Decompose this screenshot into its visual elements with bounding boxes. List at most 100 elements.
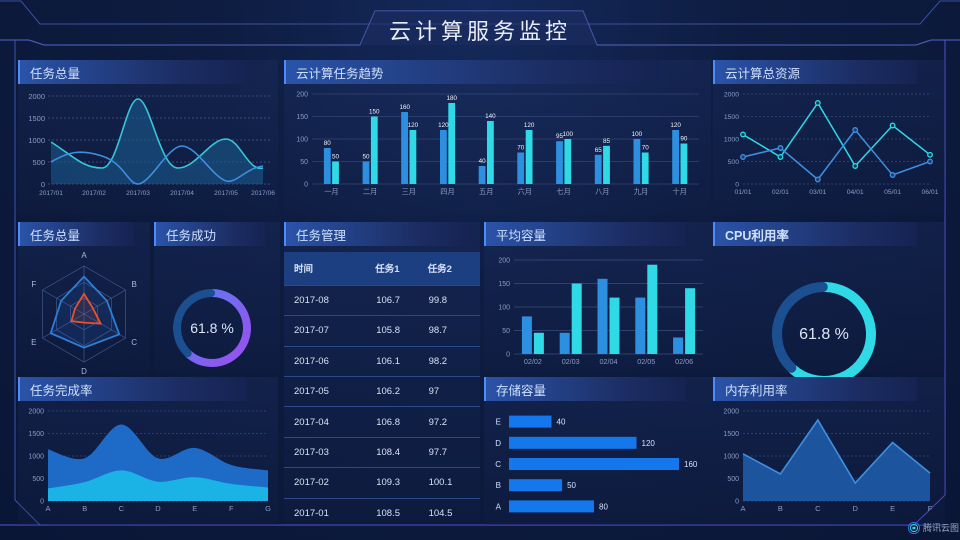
- svg-text:0: 0: [735, 499, 739, 506]
- svg-text:1000: 1000: [724, 137, 739, 144]
- svg-text:1500: 1500: [28, 431, 44, 438]
- svg-text:2000: 2000: [28, 92, 45, 101]
- svg-text:120: 120: [408, 122, 419, 129]
- svg-text:100: 100: [498, 305, 510, 312]
- svg-text:二月: 二月: [363, 187, 377, 196]
- svg-text:02/06: 02/06: [675, 357, 693, 366]
- svg-text:500: 500: [727, 476, 739, 483]
- svg-text:100: 100: [563, 131, 574, 138]
- svg-text:F: F: [229, 504, 234, 513]
- svg-text:C: C: [815, 504, 821, 513]
- svg-text:B: B: [82, 504, 87, 513]
- svg-text:61.8 %: 61.8 %: [190, 320, 234, 336]
- svg-text:六月: 六月: [518, 187, 532, 196]
- svg-text:0: 0: [506, 352, 510, 359]
- svg-text:50: 50: [362, 154, 370, 161]
- svg-text:2000: 2000: [724, 92, 739, 99]
- svg-text:160: 160: [684, 460, 698, 469]
- svg-text:C: C: [131, 338, 137, 347]
- svg-text:十月: 十月: [673, 187, 687, 196]
- svg-text:500: 500: [32, 158, 45, 167]
- svg-text:E: E: [496, 418, 501, 427]
- svg-text:2017/02: 2017/02: [82, 190, 106, 197]
- svg-text:200: 200: [498, 258, 510, 265]
- svg-text:D: D: [155, 504, 161, 513]
- svg-text:2017/04: 2017/04: [170, 190, 194, 197]
- svg-text:0: 0: [735, 182, 739, 189]
- svg-text:100: 100: [296, 137, 308, 144]
- svg-text:A: A: [45, 504, 50, 513]
- svg-text:A: A: [496, 502, 502, 511]
- svg-text:1500: 1500: [28, 114, 45, 123]
- svg-text:61.8 %: 61.8 %: [799, 326, 849, 343]
- svg-text:G: G: [265, 504, 271, 513]
- svg-text:02/01: 02/01: [772, 189, 789, 196]
- svg-text:03/01: 03/01: [809, 189, 826, 196]
- svg-text:F: F: [928, 504, 933, 513]
- svg-text:1000: 1000: [28, 454, 44, 461]
- svg-text:D: D: [81, 367, 87, 376]
- svg-text:70: 70: [642, 145, 650, 152]
- svg-text:140: 140: [485, 113, 496, 120]
- svg-text:1000: 1000: [723, 454, 739, 461]
- svg-text:500: 500: [32, 476, 44, 483]
- svg-text:160: 160: [399, 104, 410, 111]
- svg-text:2000: 2000: [723, 409, 739, 416]
- svg-text:02/03: 02/03: [562, 357, 580, 366]
- svg-text:06/01: 06/01: [921, 189, 938, 196]
- svg-text:2017/06: 2017/06: [251, 190, 275, 197]
- svg-text:04/01: 04/01: [847, 189, 864, 196]
- svg-text:100: 100: [632, 131, 643, 138]
- svg-text:180: 180: [446, 95, 457, 102]
- svg-text:80: 80: [599, 502, 608, 511]
- svg-text:85: 85: [603, 138, 611, 145]
- svg-text:120: 120: [670, 122, 681, 129]
- svg-text:0: 0: [40, 499, 44, 506]
- svg-text:B: B: [132, 280, 137, 289]
- svg-text:01/01: 01/01: [734, 189, 751, 196]
- svg-text:120: 120: [438, 122, 449, 129]
- svg-text:九月: 九月: [634, 187, 648, 196]
- svg-text:A: A: [81, 251, 87, 260]
- svg-text:150: 150: [498, 281, 510, 288]
- svg-text:02/02: 02/02: [524, 357, 542, 366]
- svg-text:2000: 2000: [28, 409, 44, 416]
- svg-text:05/01: 05/01: [884, 189, 901, 196]
- svg-text:D: D: [495, 439, 501, 448]
- svg-text:E: E: [890, 504, 895, 513]
- svg-text:C: C: [495, 460, 501, 469]
- svg-text:1000: 1000: [28, 136, 45, 145]
- svg-text:B: B: [778, 504, 783, 513]
- svg-text:120: 120: [642, 439, 656, 448]
- svg-text:四月: 四月: [440, 187, 454, 196]
- svg-text:2017/03: 2017/03: [126, 190, 150, 197]
- svg-text:150: 150: [296, 114, 308, 121]
- svg-text:1500: 1500: [724, 114, 739, 121]
- svg-text:0: 0: [41, 180, 45, 189]
- svg-text:1500: 1500: [723, 431, 739, 438]
- svg-text:C: C: [119, 504, 125, 513]
- svg-text:2017/05: 2017/05: [214, 190, 238, 197]
- svg-text:E: E: [31, 338, 36, 347]
- svg-text:五月: 五月: [479, 187, 493, 196]
- svg-text:120: 120: [524, 122, 535, 129]
- svg-text:E: E: [192, 504, 197, 513]
- svg-text:02/04: 02/04: [600, 357, 618, 366]
- svg-text:0: 0: [304, 182, 308, 189]
- svg-text:B: B: [496, 481, 501, 490]
- svg-text:A: A: [740, 504, 745, 513]
- svg-text:90: 90: [680, 136, 688, 143]
- svg-text:80: 80: [324, 140, 332, 147]
- svg-text:40: 40: [557, 418, 566, 427]
- svg-text:70: 70: [517, 145, 525, 152]
- svg-text:40: 40: [479, 158, 487, 165]
- svg-text:150: 150: [369, 109, 380, 116]
- svg-text:三月: 三月: [402, 187, 416, 196]
- svg-text:500: 500: [728, 159, 740, 166]
- svg-text:七月: 七月: [556, 187, 570, 196]
- svg-text:50: 50: [567, 481, 576, 490]
- svg-text:50: 50: [300, 159, 308, 166]
- svg-text:65: 65: [595, 147, 603, 154]
- svg-text:F: F: [31, 280, 36, 289]
- svg-text:200: 200: [296, 92, 308, 99]
